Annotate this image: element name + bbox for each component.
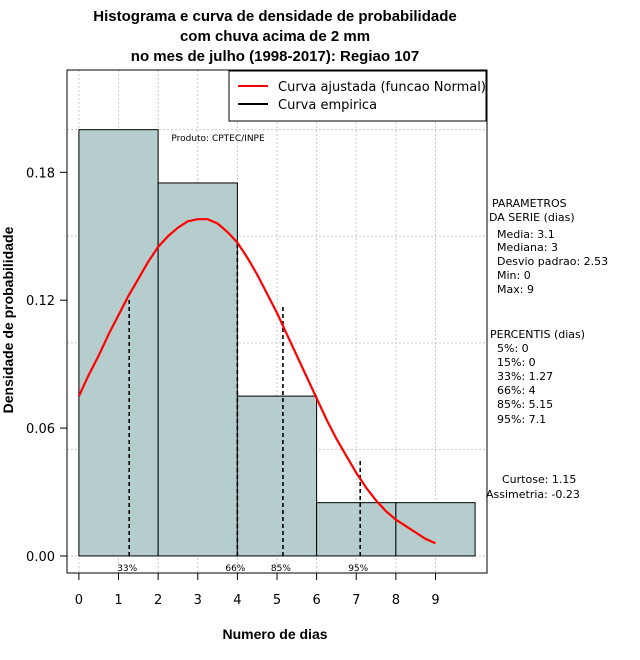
percentile-label-95: 95% [348,564,368,574]
percentile-label-66: 66% [225,564,245,574]
histogram-bar-5 [395,502,476,557]
x-tick-label: 6 [312,593,320,608]
x-axis: 0 1 2 3 4 5 6 7 8 9 [75,572,440,608]
produto-label: Produto: CPTEC/INPE [171,134,265,144]
forma-panel: Curtose: 1.15 Assimetria: -0.23 [486,473,580,501]
histogram-bar-2 [157,182,238,557]
x-tick-label: 5 [273,593,281,608]
legend-empirical-label: Curva empirica [278,98,377,113]
histogram-bar-4 [316,502,397,557]
assimetria-value: Assimetria: -0.23 [486,488,580,501]
y-tick-label: 0.06 [26,422,55,437]
chart-title: Histograma e curva de densidade de proba… [93,8,456,65]
percentile-label-33: 33% [117,564,137,574]
histogram-bar-1 [78,129,159,557]
percentis-p5: 5%: 0 [497,342,529,355]
legend-curve-label: Curva ajustada (funcao Normal) [278,80,486,95]
parametros-media: Media: 3.1 [497,228,555,241]
percentis-p15: 15%: 0 [497,356,536,369]
x-tick-label: 8 [392,593,400,608]
parametros-panel: PARAMETROS DA SERIE (dias) Media: 3.1 Me… [489,197,608,296]
x-tick-label: 9 [431,593,439,608]
percentile-label-85: 85% [271,564,291,574]
x-tick-label: 2 [154,593,162,608]
parametros-max: Max: 9 [497,283,534,296]
legend: Curva ajustada (funcao Normal) Curva emp… [228,70,487,122]
chart-title-line-1: Histograma e curva de densidade de proba… [93,8,456,25]
chart-title-line-2: com chuva acima de 2 mm [180,28,370,45]
normal-fit-curve [77,218,436,545]
x-tick-label: 3 [194,593,202,608]
percentis-p33: 33%: 1.27 [497,370,553,383]
x-tick-label: 1 [114,593,122,608]
percentile-lines: 33% 66% 85% 95% [117,242,369,574]
y-tick-label: 0.12 [26,294,55,309]
parametros-title-1: PARAMETROS [492,197,567,210]
y-tick-label: 0.00 [26,550,55,565]
percentis-panel: PERCENTIS (dias) 5%: 0 15%: 0 33%: 1.27 … [490,328,585,426]
parametros-min: Min: 0 [497,269,531,282]
parametros-mediana: Mediana: 3 [497,241,558,254]
y-tick-label: 0.18 [26,166,55,181]
y-axis-label: Densidade de probabilidade [0,226,16,413]
percentis-p66: 66%: 4 [497,384,536,397]
percentis-title: PERCENTIS (dias) [490,328,585,341]
parametros-desvio: Desvio padrao: 2.53 [497,255,608,268]
x-axis-label: Numero de dias [222,626,327,642]
y-axis: 0.00 0.06 0.12 0.18 [26,166,68,565]
percentis-p95: 95%: 7.1 [497,413,546,426]
percentis-p85: 85%: 5.15 [497,398,553,411]
x-tick-label: 7 [352,593,360,608]
histogram-bar-3 [236,395,318,557]
curtose-value: Curtose: 1.15 [502,473,576,486]
parametros-title-2: DA SERIE (dias) [489,211,575,224]
x-tick-label: 4 [233,593,241,608]
legend-box [228,70,487,122]
chart-title-line-3: no mes de julho (1998-2017): Regiao 107 [131,48,419,65]
x-tick-label: 0 [75,593,83,608]
